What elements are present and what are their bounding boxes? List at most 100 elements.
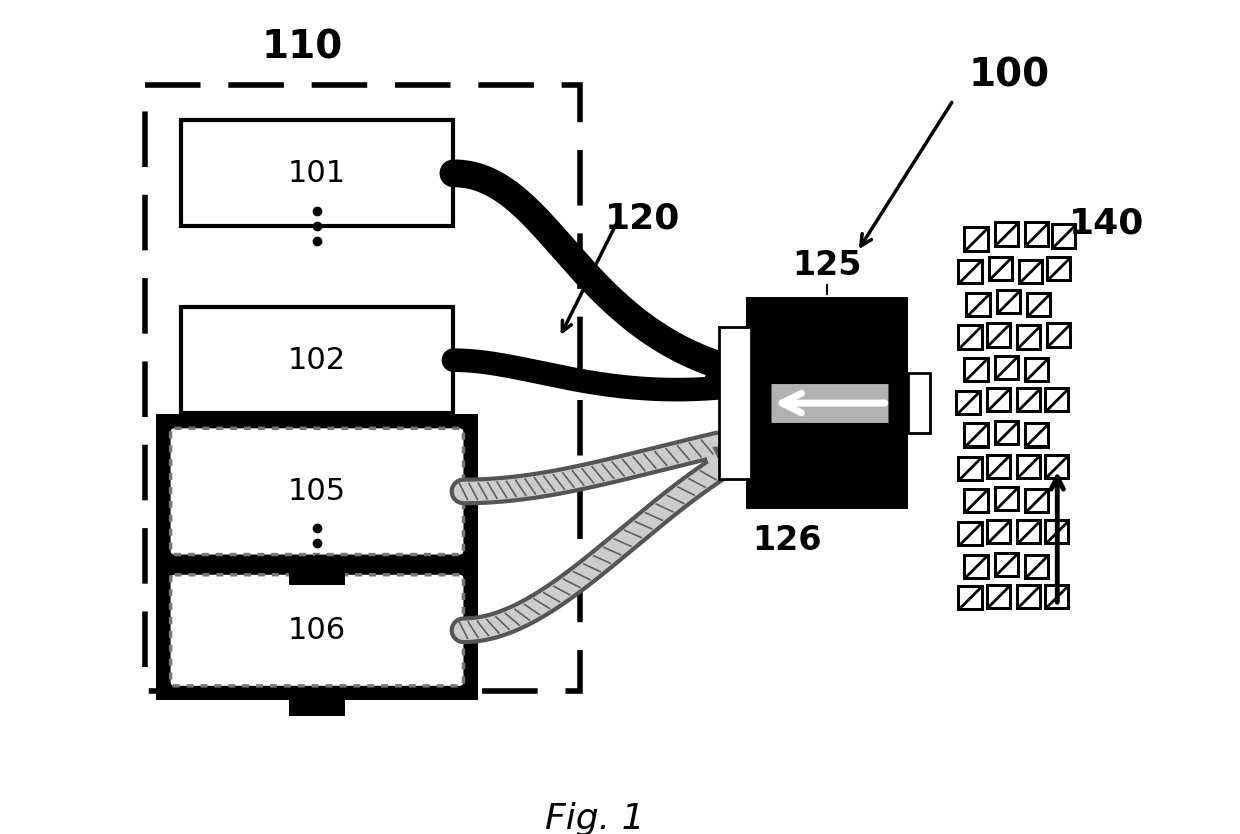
FancyBboxPatch shape	[960, 588, 981, 608]
Text: 110: 110	[262, 29, 342, 67]
FancyBboxPatch shape	[986, 584, 1012, 610]
FancyBboxPatch shape	[986, 322, 1012, 349]
FancyBboxPatch shape	[1019, 390, 1039, 410]
FancyBboxPatch shape	[1044, 387, 1070, 413]
FancyBboxPatch shape	[993, 486, 1021, 512]
FancyBboxPatch shape	[1048, 587, 1068, 607]
Text: Fig. 1: Fig. 1	[544, 802, 645, 834]
FancyBboxPatch shape	[171, 429, 464, 555]
FancyBboxPatch shape	[1016, 387, 1042, 413]
FancyBboxPatch shape	[1019, 456, 1039, 477]
FancyBboxPatch shape	[988, 325, 1009, 345]
FancyBboxPatch shape	[1016, 454, 1042, 480]
FancyBboxPatch shape	[1027, 359, 1048, 379]
FancyBboxPatch shape	[1024, 554, 1050, 580]
FancyBboxPatch shape	[968, 295, 988, 315]
FancyBboxPatch shape	[908, 373, 930, 434]
FancyBboxPatch shape	[997, 555, 1017, 575]
FancyBboxPatch shape	[966, 359, 987, 379]
FancyBboxPatch shape	[1016, 584, 1042, 610]
FancyBboxPatch shape	[1016, 520, 1042, 545]
FancyBboxPatch shape	[1048, 522, 1068, 542]
FancyBboxPatch shape	[963, 488, 990, 514]
FancyBboxPatch shape	[1044, 454, 1070, 480]
FancyBboxPatch shape	[966, 229, 987, 249]
FancyBboxPatch shape	[988, 587, 1009, 607]
FancyBboxPatch shape	[997, 358, 1017, 378]
FancyBboxPatch shape	[1016, 324, 1042, 350]
FancyBboxPatch shape	[957, 521, 983, 547]
Text: 120: 120	[605, 201, 681, 235]
FancyBboxPatch shape	[1024, 422, 1050, 449]
Text: 106: 106	[288, 615, 346, 645]
FancyBboxPatch shape	[289, 566, 345, 585]
FancyBboxPatch shape	[1048, 456, 1068, 477]
FancyBboxPatch shape	[960, 262, 981, 282]
FancyBboxPatch shape	[957, 585, 983, 611]
FancyBboxPatch shape	[1052, 224, 1078, 249]
FancyBboxPatch shape	[181, 120, 454, 226]
FancyBboxPatch shape	[1027, 556, 1048, 577]
FancyBboxPatch shape	[987, 256, 1014, 282]
FancyBboxPatch shape	[997, 489, 1017, 509]
FancyBboxPatch shape	[966, 292, 992, 319]
FancyBboxPatch shape	[988, 456, 1009, 477]
FancyBboxPatch shape	[960, 459, 981, 479]
FancyBboxPatch shape	[966, 425, 987, 445]
FancyBboxPatch shape	[957, 455, 983, 482]
FancyBboxPatch shape	[997, 424, 1017, 444]
FancyBboxPatch shape	[1024, 221, 1050, 248]
FancyBboxPatch shape	[998, 292, 1019, 312]
FancyBboxPatch shape	[955, 390, 982, 416]
Text: 102: 102	[288, 345, 346, 374]
FancyBboxPatch shape	[986, 520, 1012, 545]
FancyBboxPatch shape	[1027, 425, 1048, 445]
FancyBboxPatch shape	[986, 387, 1012, 413]
Text: 140: 140	[1069, 206, 1145, 240]
FancyBboxPatch shape	[1027, 491, 1048, 511]
FancyBboxPatch shape	[1049, 259, 1069, 279]
FancyBboxPatch shape	[1019, 522, 1039, 542]
FancyBboxPatch shape	[1047, 256, 1073, 282]
FancyBboxPatch shape	[996, 289, 1022, 315]
FancyBboxPatch shape	[1019, 587, 1039, 607]
FancyBboxPatch shape	[1024, 488, 1050, 514]
FancyBboxPatch shape	[1047, 322, 1073, 349]
FancyBboxPatch shape	[181, 307, 454, 413]
FancyBboxPatch shape	[1024, 357, 1050, 383]
Text: 126: 126	[751, 525, 821, 557]
FancyBboxPatch shape	[1025, 292, 1053, 319]
FancyBboxPatch shape	[988, 390, 1009, 410]
FancyBboxPatch shape	[1021, 262, 1042, 282]
FancyBboxPatch shape	[1044, 520, 1070, 545]
FancyBboxPatch shape	[156, 414, 477, 569]
Text: 100: 100	[968, 57, 1049, 95]
FancyBboxPatch shape	[1048, 390, 1068, 410]
FancyBboxPatch shape	[1018, 259, 1044, 285]
FancyBboxPatch shape	[966, 491, 987, 511]
FancyBboxPatch shape	[171, 575, 464, 686]
Text: 125: 125	[792, 249, 862, 282]
FancyBboxPatch shape	[993, 221, 1021, 248]
FancyBboxPatch shape	[991, 259, 1011, 279]
FancyBboxPatch shape	[289, 698, 345, 716]
FancyBboxPatch shape	[993, 354, 1021, 381]
FancyBboxPatch shape	[959, 393, 978, 413]
FancyBboxPatch shape	[156, 560, 477, 700]
FancyBboxPatch shape	[1054, 226, 1074, 247]
FancyBboxPatch shape	[1019, 327, 1039, 348]
Text: 105: 105	[288, 477, 346, 506]
FancyBboxPatch shape	[957, 324, 983, 350]
FancyBboxPatch shape	[963, 422, 990, 449]
FancyBboxPatch shape	[997, 224, 1017, 244]
FancyBboxPatch shape	[746, 297, 908, 509]
FancyBboxPatch shape	[957, 259, 983, 285]
FancyBboxPatch shape	[960, 327, 981, 348]
FancyBboxPatch shape	[719, 327, 751, 479]
FancyBboxPatch shape	[993, 551, 1021, 578]
FancyBboxPatch shape	[963, 357, 990, 383]
FancyBboxPatch shape	[1049, 325, 1069, 345]
FancyBboxPatch shape	[986, 454, 1012, 480]
FancyBboxPatch shape	[966, 556, 987, 577]
FancyBboxPatch shape	[1044, 584, 1070, 610]
